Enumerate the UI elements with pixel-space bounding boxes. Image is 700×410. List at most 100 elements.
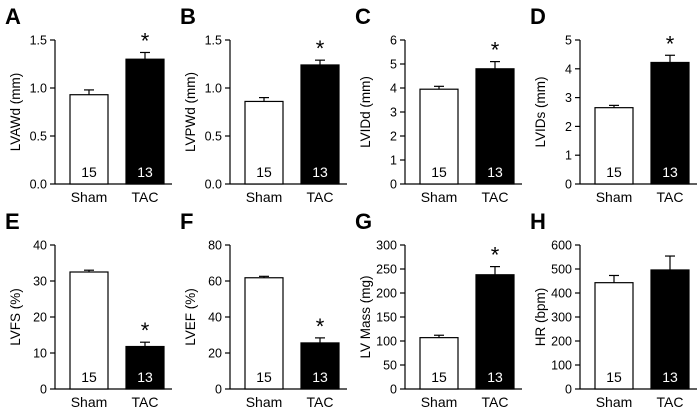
n-label: 15: [81, 369, 97, 385]
category-label: TAC: [657, 189, 684, 205]
panel-letter: F: [180, 209, 193, 234]
bar-tac: [475, 274, 515, 390]
category-label: TAC: [132, 189, 159, 205]
significance-marker: *: [141, 28, 150, 53]
y-tick-label: 40: [33, 239, 47, 253]
category-label: Sham: [421, 394, 458, 410]
y-tick-label: 5: [565, 34, 572, 48]
y-tick-label: 1.0: [30, 82, 47, 96]
panel-a: A 0.0 0.5 1.0 1.5 LVAWd (mm) 15 Sham 13 * TAC: [5, 4, 172, 205]
bar-tac: [125, 345, 165, 390]
category-label: TAC: [482, 394, 509, 410]
panel-letter: E: [5, 209, 20, 234]
y-tick-label: 3: [565, 91, 572, 105]
bar-sham: [419, 337, 459, 390]
category-label: Sham: [596, 394, 633, 410]
y-tick-label: 0: [215, 383, 222, 397]
y-tick-label: 1: [390, 154, 397, 168]
n-label: 13: [312, 164, 328, 180]
bar-tac: [125, 58, 165, 185]
y-axis-label: LVIDd (mm): [358, 76, 373, 148]
panel-b: B 0.0 0.5 1.0 1.5 LVPWd (mm) 15 Sham 13 * TAC: [180, 4, 347, 205]
significance-marker: *: [491, 38, 500, 63]
y-tick-label: 100: [551, 359, 572, 373]
y-tick-label: 0: [390, 178, 397, 192]
category-label: TAC: [657, 394, 684, 410]
y-tick-label: 400: [551, 287, 572, 301]
category-label: Sham: [71, 394, 108, 410]
panel-g: G 0 50 100 150 200 250 300 LV Mass (mg) 15 Sham 13 *…: [355, 209, 522, 410]
panel-e: E 0 10 20 30 40 LVFS (%) 15 Sham 13 * TAC: [5, 209, 172, 410]
y-tick-label: 1.0: [205, 82, 222, 96]
category-label: TAC: [307, 394, 334, 410]
n-label: 15: [431, 164, 447, 180]
n-label: 15: [606, 164, 622, 180]
n-label: 13: [487, 369, 503, 385]
panel-letter: D: [530, 4, 546, 29]
y-tick-label: 250: [376, 263, 397, 277]
bar-tac: [650, 61, 690, 185]
y-tick-label: 0.5: [205, 130, 222, 144]
significance-marker: *: [666, 31, 675, 56]
bar-sham: [594, 282, 634, 390]
bar-sham: [244, 100, 284, 185]
y-tick-label: 600: [551, 239, 572, 253]
bar-sham: [594, 107, 634, 185]
y-tick-label: 80: [208, 239, 222, 253]
panel-letter: G: [355, 209, 372, 234]
category-label: Sham: [596, 189, 633, 205]
y-tick-label: 10: [33, 347, 47, 361]
bar-sham: [244, 277, 284, 390]
y-tick-label: 30: [33, 275, 47, 289]
panel-h: H 0 100 200 300 400 500 600 HR (bpm) 15 Sham 13 TAC: [530, 209, 697, 410]
y-axis-label: HR (bpm): [533, 288, 548, 347]
n-label: 15: [81, 164, 97, 180]
significance-marker: *: [316, 314, 325, 339]
y-axis-label: LVEF (%): [183, 288, 198, 346]
y-tick-label: 200: [551, 335, 572, 349]
y-axis-label: LV Mass (mg): [358, 275, 373, 358]
y-tick-label: 0: [390, 383, 397, 397]
bar-tac: [300, 342, 340, 390]
y-tick-label: 500: [551, 263, 572, 277]
category-label: TAC: [132, 394, 159, 410]
y-tick-label: 0: [565, 178, 572, 192]
y-tick-label: 0.5: [30, 130, 47, 144]
significance-marker: *: [141, 318, 150, 343]
panel-letter: B: [180, 4, 196, 29]
n-label: 15: [256, 369, 272, 385]
n-label: 13: [137, 369, 153, 385]
y-tick-label: 40: [208, 311, 222, 325]
category-label: Sham: [71, 189, 108, 205]
n-label: 13: [137, 164, 153, 180]
y-tick-label: 2: [565, 120, 572, 134]
bar-sham: [419, 88, 459, 185]
y-axis-label: LVAWd (mm): [8, 73, 23, 152]
category-label: TAC: [307, 189, 334, 205]
panel-letter: A: [5, 4, 21, 29]
n-label: 15: [606, 369, 622, 385]
y-axis-label: LVPWd (mm): [183, 72, 198, 152]
y-tick-label: 300: [376, 239, 397, 253]
bar-sham: [69, 94, 109, 185]
y-tick-label: 2: [390, 130, 397, 144]
panel-f: F 0 20 40 60 80 LVEF (%) 15 Sham 13 * TAC: [180, 209, 347, 410]
y-tick-label: 50: [383, 359, 397, 373]
category-label: Sham: [246, 394, 283, 410]
y-tick-label: 5: [390, 58, 397, 72]
y-tick-label: 4: [390, 82, 397, 96]
y-tick-label: 6: [390, 34, 397, 48]
n-label: 13: [662, 369, 678, 385]
n-label: 15: [256, 164, 272, 180]
y-tick-label: 60: [208, 275, 222, 289]
significance-marker: *: [491, 243, 500, 268]
y-tick-label: 100: [376, 335, 397, 349]
n-label: 13: [487, 164, 503, 180]
n-label: 15: [431, 369, 447, 385]
panel-letter: C: [355, 4, 371, 29]
y-axis-label: LVFS (%): [8, 288, 23, 346]
y-tick-label: 1.5: [205, 34, 222, 48]
y-tick-label: 0: [40, 383, 47, 397]
y-tick-label: 1.5: [30, 34, 47, 48]
